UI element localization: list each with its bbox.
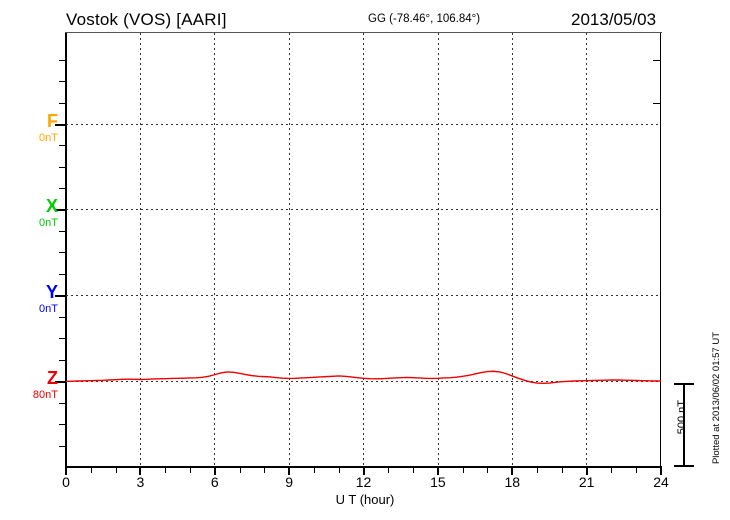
x-axis-tick-9	[288, 467, 291, 475]
axis-tick-left	[59, 338, 66, 339]
x-axis-tick-21	[585, 467, 588, 475]
axis-tick-right	[653, 103, 661, 104]
axis-tick-left	[59, 103, 66, 104]
gridline-vertical-9	[289, 33, 290, 467]
axis-tick-left-major-y	[55, 295, 66, 297]
gridline-vertical-15	[438, 33, 439, 467]
scalebar-label: 500 nT	[676, 400, 688, 435]
x-axis-tick-6	[213, 467, 216, 475]
observation-date: 2013/05/03	[571, 10, 657, 29]
gridline-vertical-12	[363, 33, 364, 467]
axis-tick-left	[59, 360, 66, 361]
scalebar-cap-bottom	[674, 465, 694, 467]
x-axis-tick-15	[436, 467, 439, 475]
x-axis-tick-24	[660, 467, 662, 475]
scalebar-cap-top	[674, 383, 694, 385]
component-baseline-y: 0nT	[39, 303, 58, 315]
x-axis-tick-3	[139, 467, 142, 475]
x-axis-label-12: 12	[355, 474, 372, 490]
magnetogram-traces	[66, 370, 661, 385]
trace-layer	[66, 33, 661, 467]
axis-tick-left	[59, 231, 66, 232]
x-axis-tick-10	[313, 467, 315, 473]
axis-tick-left	[59, 167, 66, 168]
x-axis-tick-7	[239, 467, 241, 473]
x-axis-tick-16	[462, 467, 464, 473]
x-axis-label-18: 18	[504, 474, 521, 490]
axis-tick-left	[59, 188, 66, 189]
axis-tick-left	[59, 424, 66, 425]
x-axis-tick-19	[537, 467, 539, 473]
x-axis-tick-4	[165, 467, 167, 473]
component-label-z: Z	[47, 368, 58, 388]
geographic-coordinates: GG (-78.46°, 106.84°)	[368, 13, 481, 25]
x-axis-label-24: 24	[653, 474, 669, 490]
gridline-vertical-3	[140, 33, 141, 467]
component-label-y: Y	[45, 282, 58, 302]
x-axis-tick-8	[264, 467, 266, 473]
x-axis-label-6: 6	[210, 474, 219, 490]
x-axis-label-9: 9	[285, 474, 294, 490]
axis-tick-left	[59, 145, 66, 146]
x-axis-label-15: 15	[430, 474, 446, 490]
axis-tick-left	[59, 446, 66, 447]
scalebar-line	[683, 383, 685, 467]
x-axis-tick-17	[487, 467, 489, 473]
gridline-vertical-21	[586, 33, 587, 467]
gridline-vertical-6	[214, 33, 215, 467]
x-axis-label-0: 0	[62, 474, 70, 490]
plot-axis-right	[660, 33, 661, 467]
axis-tick-left	[59, 403, 66, 404]
x-axis-tick-5	[189, 467, 191, 473]
x-axis-tick-20	[561, 467, 563, 473]
baseline-gridline-x	[66, 209, 661, 210]
plot-axis-left	[65, 33, 67, 468]
component-baseline-z: 80nT	[32, 389, 58, 401]
x-axis-tick-1	[90, 467, 92, 473]
axis-tick-left-major-z	[55, 381, 66, 383]
trace-z	[66, 370, 661, 385]
baseline-gridline-y	[66, 295, 661, 296]
axis-tick-left	[59, 252, 66, 253]
x-axis-label-21: 21	[578, 474, 595, 490]
station-title: Vostok (VOS) [AARI]	[66, 10, 227, 29]
gridline-vertical-18	[512, 33, 513, 467]
x-axis-title: U T (hour)	[335, 492, 395, 507]
axis-tick-left	[59, 60, 66, 61]
plotted-at-timestamp: Plotted at 2013/06/02 01:57 UT	[711, 332, 722, 465]
x-axis-tick-14	[413, 467, 415, 473]
axis-tick-right	[653, 60, 661, 61]
component-baseline-f: 0nT	[39, 132, 58, 144]
x-axis-tick-22	[611, 467, 613, 473]
x-axis-tick-23	[636, 467, 638, 473]
x-axis-tick-18	[511, 467, 514, 475]
axis-tick-left	[59, 274, 66, 275]
x-axis-tick-2	[115, 467, 117, 473]
axis-tick-left	[59, 317, 66, 318]
plot-axis-top	[65, 32, 662, 33]
axis-tick-left-major-f	[55, 124, 66, 126]
x-axis-tick-12	[362, 467, 365, 475]
component-label-x: X	[45, 196, 58, 216]
baseline-gridline-f	[66, 124, 661, 125]
x-axis-tick-13	[388, 467, 390, 473]
axis-tick-left	[59, 81, 66, 82]
x-axis-tick-11	[338, 467, 340, 473]
x-axis-label-3: 3	[136, 474, 145, 490]
component-label-f: F	[47, 111, 58, 131]
baseline-gridline-z	[66, 381, 661, 382]
x-axis-tick-0	[65, 467, 67, 475]
component-baseline-x: 0nT	[39, 217, 58, 229]
axis-tick-left-major-x	[55, 209, 66, 211]
